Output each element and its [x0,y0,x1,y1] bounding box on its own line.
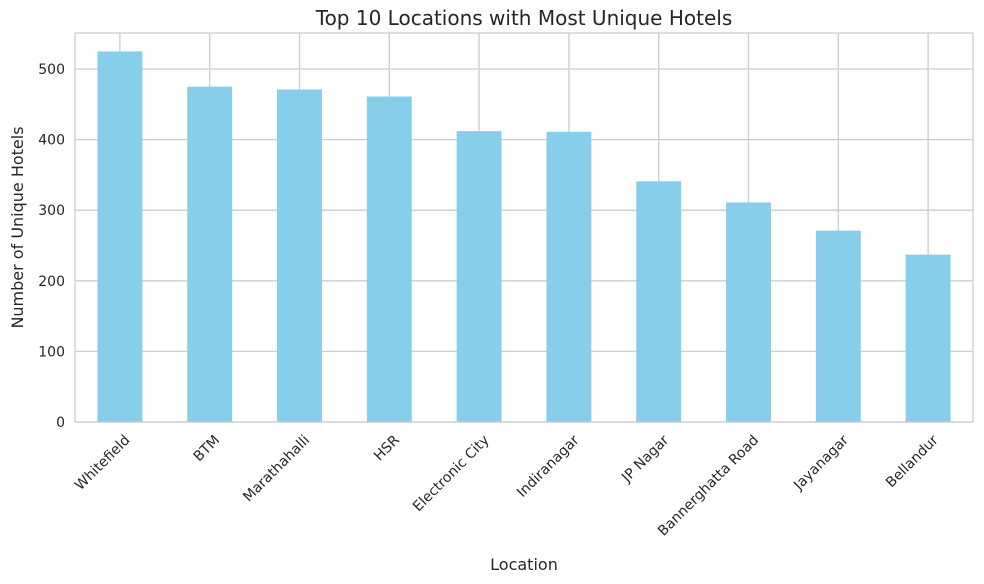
x-tick-label: BTM [191,432,224,465]
bar [97,51,143,423]
bar [277,89,322,422]
bar [366,96,412,423]
x-tick-label: Indiranagar [514,432,583,501]
plot-frame [74,32,974,423]
x-tick-label: JP Nagar [618,432,672,486]
y-tick-label: 200 [38,274,65,290]
x-tick-label: Electronic City [410,432,493,515]
y-tick-label: 300 [38,203,65,219]
y-tick-label: 400 [38,133,65,149]
bar [726,202,771,422]
x-tick-label: Bellandur [883,432,942,491]
x-tick-label: Jayanagar [790,432,852,494]
bar [456,131,502,422]
y-axis-label: Number of Unique Hotels [8,126,27,328]
x-tick-label: HSR [371,432,403,464]
bars [97,51,951,423]
y-tick-label: 100 [38,344,65,360]
x-tick-label: Marathahalli [240,432,313,505]
x-tick-label: Whitefield [72,432,133,493]
bar [546,131,592,422]
x-tick-label: Bannerghatta Road [655,432,762,539]
y-tick-label: 500 [38,62,65,78]
x-axis-label: Location [490,555,558,574]
y-tick-label: 0 [56,415,65,431]
bar [815,230,861,422]
y-axis-ticks: 0 100 200 300 400 500 [38,62,65,431]
x-axis-ticks: Whitefield BTM Marathahalli HSR Electronic C… [72,432,942,539]
bar [187,86,233,422]
chart-title: Top 10 Locations with Most Unique Hotels [315,6,732,30]
bar [905,254,951,422]
bar [636,181,682,422]
